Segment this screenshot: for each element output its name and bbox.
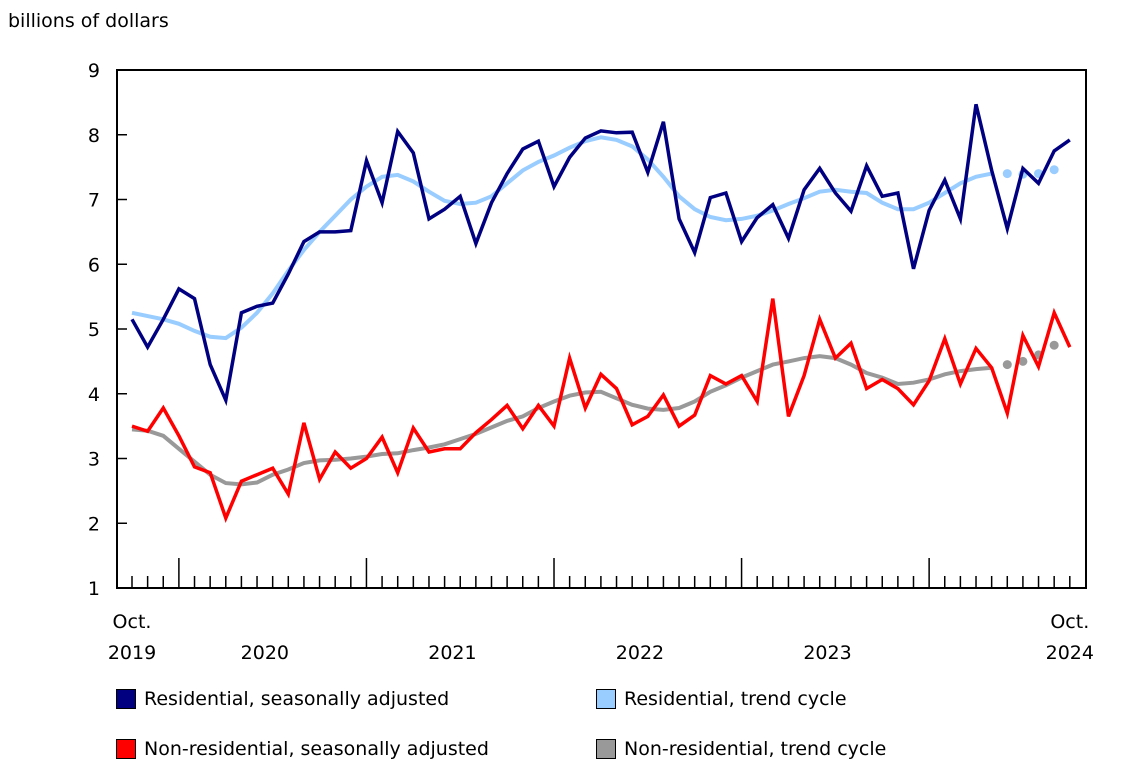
line-chart: billions of dollars 1 2 3 4 5 6 7 8 9 Oct. 2019 202… [8,10,1094,664]
y-tick-label: 9 [88,60,100,82]
legend-nonresidential-sa: Non-residential, seasonally adjusted [116,738,489,760]
x-tick-label-month: Oct. [1050,611,1089,633]
y-tick-label: 4 [88,384,100,406]
y-tick-label: 3 [88,449,100,471]
trend-point [1049,340,1059,350]
legend-swatch [596,689,616,709]
trend-point [1002,360,1012,370]
legend-label: Non-residential, seasonally adjusted [144,738,489,760]
legend-residential-trend: Residential, trend cycle [596,688,847,710]
plot-frame [116,69,1087,589]
legend-nonresidential-trend: Non-residential, trend cycle [596,738,886,760]
x-tick-label-year: 2019 [108,642,156,664]
series-line-0 [130,103,1071,407]
series-line-1 [131,135,993,341]
y-tick-label: 5 [88,319,100,341]
x-tick-label-year: 2023 [803,642,851,664]
series-line-2 [131,298,1072,523]
x-tick-label-year: 2024 [1046,642,1094,664]
y-tick-label: 2 [88,513,100,535]
y-tick-label: 7 [88,190,100,212]
legend-label: Residential, seasonally adjusted [144,688,450,710]
x-tick-label-month: Oct. [113,611,152,633]
y-tick-label: 1 [88,578,100,600]
trend-point [1002,169,1012,179]
y-tick-label: 6 [88,254,100,276]
y-tick-label: 8 [88,125,100,147]
legend-swatch [116,689,136,709]
y-axis-label: billions of dollars [8,10,169,32]
legend-residential-sa: Residential, seasonally adjusted [116,688,449,710]
legend-swatch [596,739,616,759]
trend-point [1018,356,1028,366]
x-tick-label-year: 2022 [616,642,664,664]
x-tick-label-year: 2021 [428,642,476,664]
legend-label: Non-residential, trend cycle [624,738,887,760]
x-tick-label-year: 2020 [241,642,289,664]
legend-swatch [116,739,136,759]
trend-point [1049,165,1059,175]
legend-label: Residential, trend cycle [624,688,847,710]
